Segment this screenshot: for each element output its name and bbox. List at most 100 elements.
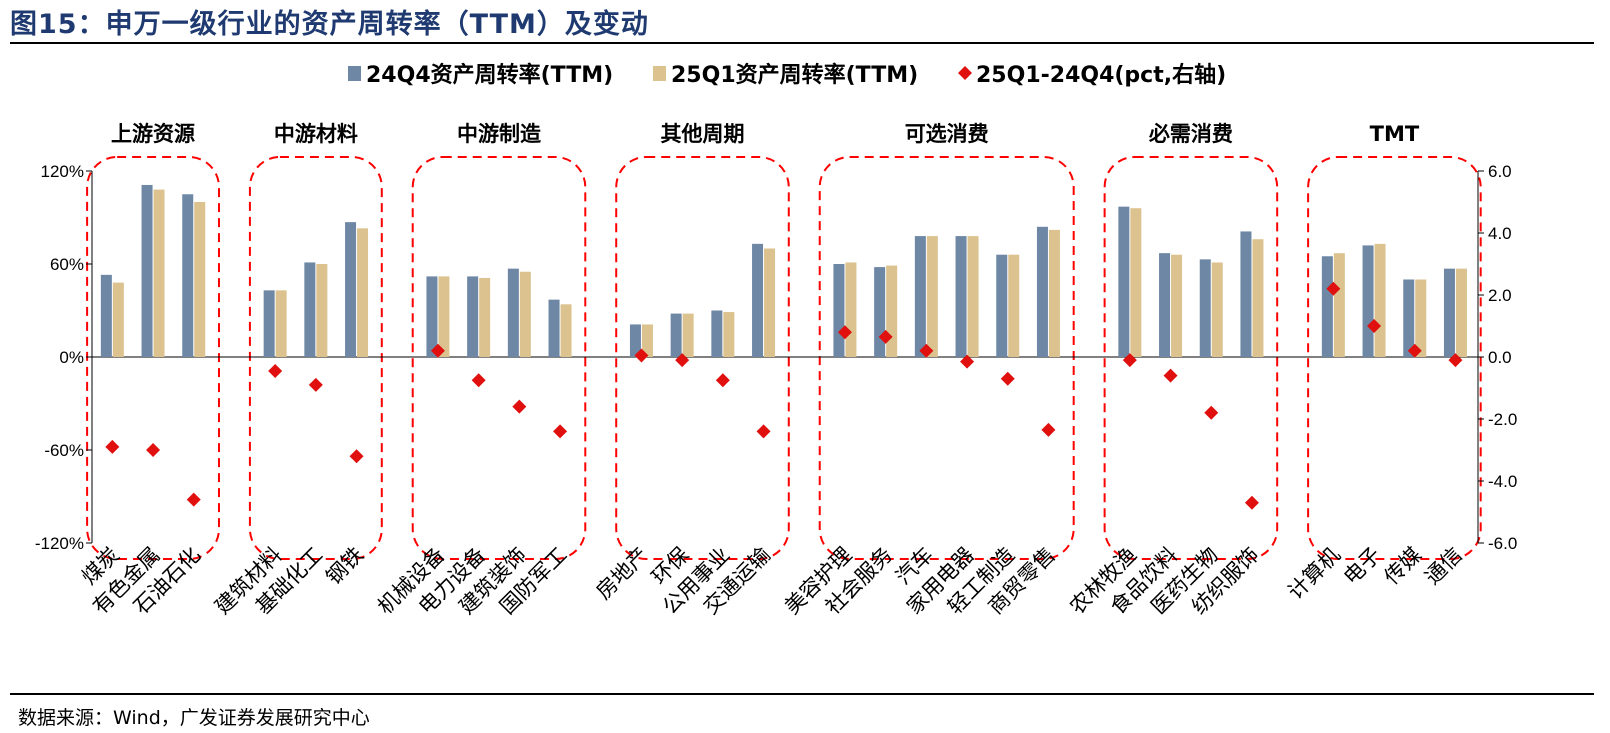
bar-24q4-通信 — [1443, 268, 1455, 357]
bar-24q4-传媒 — [1403, 279, 1415, 357]
bar-25q1-纺织服饰 — [1252, 239, 1264, 357]
bar-25q1-家用电器 — [967, 236, 979, 357]
group-label-可选消费: 可选消费 — [905, 122, 989, 146]
bar-24q4-家用电器 — [955, 236, 967, 357]
group-label-TMT: TMT — [1370, 122, 1420, 146]
left-axis-tick-label: 60% — [50, 255, 84, 274]
category-label-钢铁: 钢铁 — [321, 543, 368, 590]
bar-25q1-食品饮料 — [1171, 254, 1183, 357]
bar-24q4-农林牧渔 — [1118, 206, 1130, 357]
bar-25q1-电子 — [1374, 243, 1386, 357]
marker-change-国防军工 — [553, 424, 568, 439]
bar-24q4-环保 — [670, 313, 682, 357]
bar-25q1-社会服务 — [886, 265, 898, 357]
right-axis-tick-label: 4.0 — [1488, 224, 1512, 243]
marker-change-环保 — [675, 353, 690, 368]
bar-25q1-煤炭 — [112, 282, 124, 357]
bar-25q1-通信 — [1455, 268, 1467, 357]
marker-change-纺织服饰 — [1244, 495, 1259, 510]
bar-25q1-钢铁 — [357, 228, 369, 357]
bar-24q4-汽车 — [914, 236, 926, 357]
bar-24q4-钢铁 — [345, 222, 357, 357]
marker-change-有色金属 — [146, 443, 161, 457]
bar-24q4-交通运输 — [752, 243, 764, 357]
bar-25q1-美容护理 — [845, 262, 857, 357]
bar-24q4-商贸零售 — [1036, 226, 1048, 357]
bar-24q4-有色金属 — [141, 184, 153, 357]
marker-change-交通运输 — [756, 424, 771, 439]
bars — [100, 184, 1467, 357]
left-axis-tick-label: 0% — [59, 348, 84, 367]
bar-24q4-煤炭 — [100, 274, 112, 357]
bar-24q4-医药生物 — [1199, 259, 1211, 357]
bar-24q4-食品饮料 — [1159, 253, 1171, 357]
marker-change-食品饮料 — [1163, 368, 1178, 383]
marker-change-电子 — [1367, 319, 1382, 333]
group-label-中游制造: 中游制造 — [457, 122, 542, 146]
marker-change-医药生物 — [1204, 405, 1219, 420]
group-label-上游资源: 上游资源 — [111, 122, 195, 146]
bar-24q4-基础化工 — [304, 262, 316, 357]
bar-25q1-轻工制造 — [1008, 254, 1020, 357]
bar-25q1-商贸零售 — [1048, 229, 1060, 357]
marker-change-农林牧渔 — [1122, 353, 1137, 368]
bar-25q1-农林牧渔 — [1130, 208, 1142, 357]
bar-25q1-环保 — [682, 313, 694, 357]
bar-24q4-电子 — [1362, 245, 1374, 357]
bar-25q1-国防军工 — [560, 304, 572, 357]
right-axis-tick-label: 0.0 — [1488, 348, 1512, 367]
left-axis-tick-label: -60% — [44, 441, 84, 460]
source-note: 数据来源：Wind，广发证券发展研究中心 — [18, 707, 370, 729]
marker-change-钢铁 — [349, 449, 364, 464]
bar-25q1-基础化工 — [316, 264, 328, 357]
group-box-必需消费 — [1103, 156, 1279, 560]
bar-25q1-石油石化 — [194, 202, 206, 357]
category-label-通信: 通信 — [1420, 543, 1467, 590]
group-label-其他周期: 其他周期 — [661, 122, 745, 146]
right-axis-tick-label: -2.0 — [1488, 410, 1517, 429]
bar-24q4-电力设备 — [467, 276, 479, 357]
category-label-电子: 电子 — [1339, 543, 1386, 590]
chart-canvas: 上游资源 中游材料 中游制造 其他周期 可选消费 必需消费 TMT 120% 60% 0% -60… — [35, 62, 1517, 619]
right-axis-tick-label: -6.0 — [1488, 534, 1517, 553]
legend-label-3: 25Q1-24Q4(pct,右轴) — [976, 62, 1226, 88]
marker-change-家用电器 — [960, 354, 975, 369]
bar-25q1-交通运输 — [764, 248, 776, 357]
legend-swatch-3 — [958, 66, 972, 80]
legend-swatch-2 — [653, 66, 666, 81]
group-labels: 上游资源 中游材料 中游制造 其他周期 可选消费 必需消费 TMT — [111, 122, 1420, 146]
marker-change-传媒 — [1407, 343, 1422, 358]
bar-24q4-美容护理 — [833, 264, 845, 357]
markers — [105, 281, 1463, 510]
group-box-TMT — [1307, 156, 1482, 560]
bar-25q1-有色金属 — [153, 189, 165, 357]
bar-25q1-机械设备 — [438, 276, 450, 357]
bar-25q1-汽车 — [926, 236, 938, 357]
right-axis-tick-label: 6.0 — [1488, 162, 1512, 181]
group-box-可选消费 — [818, 156, 1075, 560]
category-label-传媒: 传媒 — [1380, 543, 1427, 590]
bar-24q4-房地产 — [629, 324, 641, 357]
marker-change-机械设备 — [430, 343, 445, 358]
bar-24q4-石油石化 — [182, 194, 194, 357]
marker-change-电力设备 — [471, 373, 486, 388]
group-boxes — [86, 156, 1482, 560]
bar-24q4-国防军工 — [548, 299, 560, 357]
legend: 24Q4资产周转率(TTM) 25Q1资产周转率(TTM) 25Q1-24Q4(pc… — [348, 62, 1226, 88]
top-divider — [10, 42, 1594, 44]
group-label-中游材料: 中游材料 — [274, 122, 358, 146]
bar-24q4-公用事业 — [711, 310, 723, 357]
bar-25q1-公用事业 — [723, 312, 735, 357]
axes: 120% 60% 0% -60% -120% 6.0 4.0 2.0 0.0 -2.0 -4.0 -6… — [35, 162, 1517, 553]
bar-25q1-医药生物 — [1211, 262, 1223, 357]
bottom-divider — [10, 693, 1594, 695]
bar-25q1-建筑装饰 — [519, 271, 531, 357]
bar-25q1-计算机 — [1333, 253, 1345, 357]
marker-change-轻工制造 — [1000, 371, 1015, 386]
marker-change-商贸零售 — [1041, 422, 1056, 437]
group-box-中游材料 — [248, 156, 383, 560]
group-box-上游资源 — [86, 156, 220, 560]
category-label-计算机: 计算机 — [1283, 543, 1345, 605]
right-axis-tick-label: 2.0 — [1488, 286, 1512, 305]
